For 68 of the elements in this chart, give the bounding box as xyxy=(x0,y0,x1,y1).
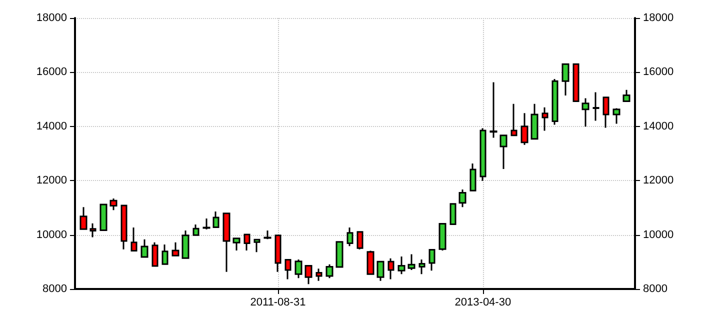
candlestick xyxy=(510,103,518,136)
candlestick xyxy=(552,78,558,126)
candlestick xyxy=(304,264,312,285)
candlestick xyxy=(388,258,394,280)
candlestick xyxy=(490,81,498,139)
y-tick-label: 8000 xyxy=(42,283,67,295)
candlestick xyxy=(274,234,282,273)
candlestick xyxy=(366,250,374,275)
candlestick xyxy=(450,202,456,225)
y2-tick-label: 14000 xyxy=(643,120,674,132)
candlestick xyxy=(222,212,230,273)
candlestick xyxy=(172,242,180,257)
y2-tick-label: 10000 xyxy=(643,228,674,241)
candlestick xyxy=(264,230,272,240)
candlestick xyxy=(520,112,528,146)
y2-tick-label: 18000 xyxy=(643,12,674,24)
x-tick-label: 2011-08-31 xyxy=(250,296,306,308)
y-tick-label: 10000 xyxy=(36,228,67,241)
candlestick xyxy=(562,63,570,96)
candlestick xyxy=(254,238,260,253)
candlestick xyxy=(212,210,220,228)
y2-tick-label: 12000 xyxy=(643,174,674,187)
candlestick xyxy=(182,230,190,260)
candlestick xyxy=(336,240,344,268)
candlestick xyxy=(316,268,322,282)
candlestick xyxy=(162,244,168,266)
candlestick xyxy=(120,204,128,250)
candlestick xyxy=(244,234,250,252)
candlestick xyxy=(90,222,96,238)
candlestick xyxy=(140,238,148,258)
candlestick xyxy=(572,63,580,102)
candlestick xyxy=(582,97,590,128)
x-tick-label: 2013-04-30 xyxy=(454,296,512,308)
candlestick xyxy=(192,224,200,236)
y-tick-label: 14000 xyxy=(36,120,67,132)
candlestick xyxy=(100,204,108,232)
candlestick xyxy=(622,89,630,102)
candlestick xyxy=(232,238,240,252)
y-tick-label: 12000 xyxy=(36,174,67,187)
candlestick xyxy=(428,248,436,272)
candlestick xyxy=(542,106,548,132)
candlestick xyxy=(418,258,426,275)
candlestick xyxy=(376,260,384,282)
candlestick xyxy=(284,258,292,280)
candlestick xyxy=(294,258,302,279)
candlestick xyxy=(202,218,210,230)
candlestick xyxy=(130,226,138,252)
candlestick xyxy=(500,134,508,170)
candlestick xyxy=(438,222,446,252)
candlestick xyxy=(480,128,486,182)
candlestick xyxy=(356,230,364,250)
y2-tick-label: 16000 xyxy=(643,66,674,78)
candlestick xyxy=(110,198,118,211)
y2-tick-label: 8000 xyxy=(643,283,668,295)
candlestick xyxy=(346,226,354,247)
candlestick xyxy=(398,256,406,275)
y-tick-label: 18000 xyxy=(36,12,67,24)
candlestick xyxy=(602,96,610,129)
candlestick xyxy=(530,103,538,140)
candlestick xyxy=(458,188,466,208)
candlestick xyxy=(592,92,600,122)
candlestick xyxy=(326,264,334,279)
candlestick xyxy=(612,107,620,124)
candlestick xyxy=(470,162,476,192)
candlestick xyxy=(80,206,88,230)
y-tick-label: 16000 xyxy=(36,66,67,78)
candlestick xyxy=(152,242,158,267)
candlestick xyxy=(408,254,416,271)
